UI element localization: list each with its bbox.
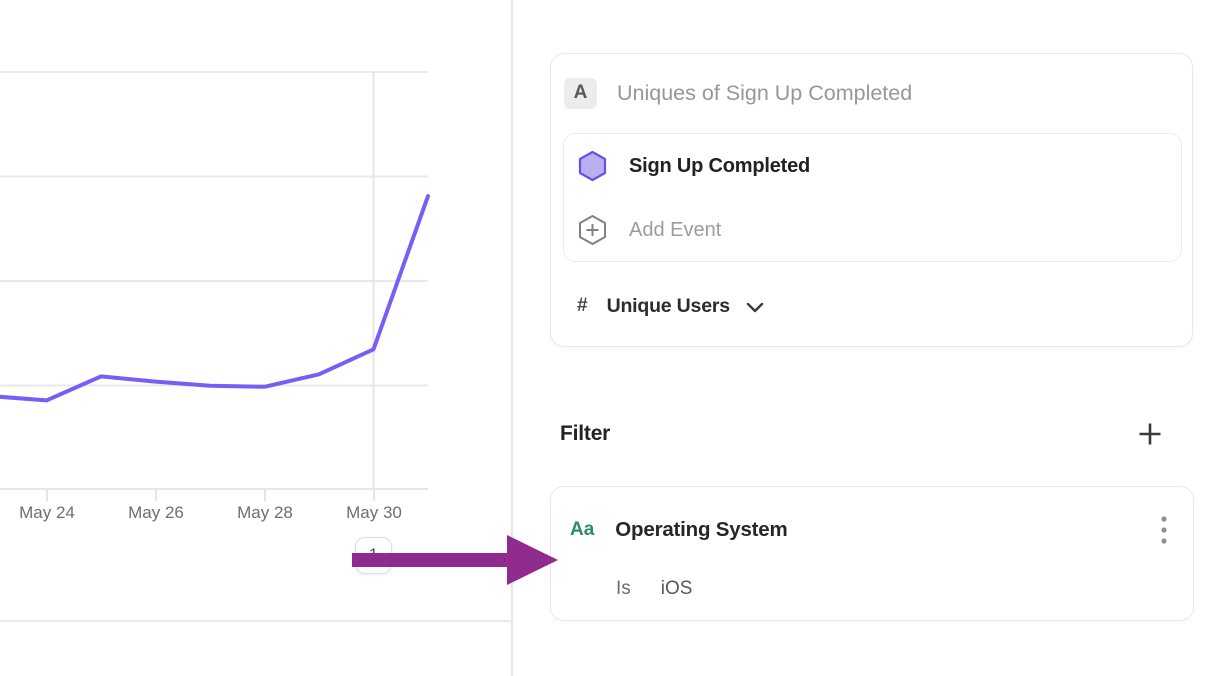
filter-operator[interactable]: Is <box>616 578 631 599</box>
filter-value[interactable]: iOS <box>660 578 693 599</box>
filter-property-name[interactable]: Operating System <box>615 518 788 541</box>
x-tick-label: May 28 <box>237 503 293 522</box>
plus-icon <box>1139 423 1161 445</box>
numeric-metric-icon: # <box>577 295 588 316</box>
add-event-icon <box>579 215 606 245</box>
x-tick-label: May 30 <box>346 503 402 522</box>
filter-card: Aa Operating System Is iOS <box>550 486 1194 621</box>
add-event-label: Add Event <box>629 218 722 241</box>
x-axis-ticks <box>46 489 375 501</box>
chevron-down-icon <box>746 302 764 313</box>
x-tick-label: May 26 <box>128 503 184 522</box>
add-event-button[interactable]: Add Event <box>578 198 1169 262</box>
metric-header-row: A Uniques of Sign Up Completed <box>564 77 912 109</box>
x-tick-label: May 24 <box>19 503 75 522</box>
series-line-sign-up-completed[interactable] <box>0 194 430 403</box>
event-name: Sign Up Completed <box>629 154 811 177</box>
string-property-icon: Aa <box>570 519 595 540</box>
measurement-selector[interactable]: # Unique Users <box>577 292 764 320</box>
add-filter-button[interactable] <box>1136 420 1164 448</box>
filter-options-kebab-icon[interactable] <box>1159 516 1169 544</box>
chart-gridlines <box>0 71 428 387</box>
chart-panel: May 24 May 26 May 28 May 30 <box>0 0 512 622</box>
series-a-badge: A <box>564 77 597 109</box>
event-row-sign-up-completed[interactable]: Sign Up Completed <box>578 134 1169 198</box>
event-hexagon-icon <box>578 150 607 182</box>
filter-property-row: Aa Operating System <box>570 516 1169 544</box>
event-list-card: Sign Up Completed Add Event <box>563 133 1182 262</box>
measurement-label: Unique Users <box>606 294 731 317</box>
metric-card: A Uniques of Sign Up Completed Sign Up C… <box>550 53 1193 347</box>
line-chart[interactable] <box>0 0 512 622</box>
filter-header: Filter <box>560 418 1164 450</box>
annotation-marker[interactable]: 1 <box>355 537 392 574</box>
filter-condition: Is iOS <box>616 578 692 600</box>
metric-title: Uniques of Sign Up Completed <box>617 80 913 105</box>
filter-section-title: Filter <box>560 422 611 445</box>
panel-divider <box>511 0 513 676</box>
